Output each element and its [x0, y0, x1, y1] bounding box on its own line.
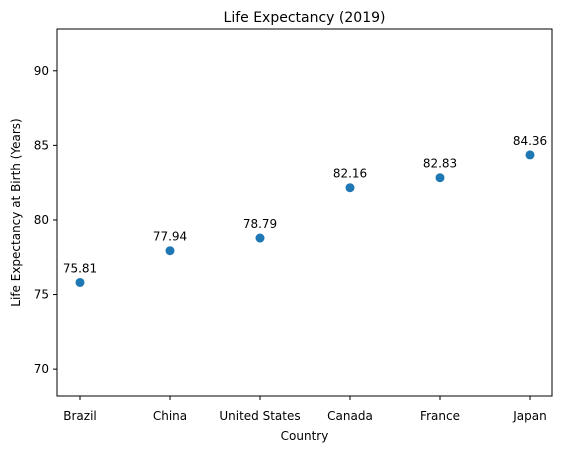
y-tick-label: 85	[34, 138, 49, 152]
axes-frame	[56, 28, 553, 397]
y-tick-label: 90	[34, 64, 49, 78]
y-tick-label: 70	[34, 362, 49, 376]
data-labels: 75.81 77.94 78.79 82.16 82.83 84.36	[63, 134, 547, 276]
y-tick-label: 75	[34, 288, 49, 302]
x-tick-label: Canada	[327, 409, 373, 423]
x-tick-label: China	[153, 409, 187, 423]
data-point	[165, 246, 175, 256]
chart-title: Life Expectancy (2019)	[224, 10, 386, 26]
data-point	[345, 183, 355, 193]
data-point	[255, 233, 265, 243]
data-label: 78.79	[243, 217, 277, 231]
data-label: 82.83	[423, 157, 457, 171]
data-label: 75.81	[63, 261, 97, 275]
y-tick-label: 80	[34, 213, 49, 227]
x-tick-label: Brazil	[63, 409, 97, 423]
x-axis-label: Country	[281, 429, 329, 443]
x-tick-label: France	[420, 409, 460, 423]
plot-area: 70 75 80 85 90 Brazil China United States Canad…	[34, 28, 553, 423]
data-point	[75, 277, 85, 287]
x-axis: Brazil China United States Canada France Japa…	[63, 396, 547, 423]
x-tick-label: United States	[219, 409, 300, 423]
y-axis: 70 75 80 85 90	[34, 64, 57, 376]
data-points	[75, 150, 535, 287]
data-point	[525, 150, 535, 160]
data-point	[435, 173, 445, 183]
data-label: 77.94	[153, 230, 187, 244]
y-axis-label: Life Expectancy at Birth (Years)	[9, 118, 23, 306]
x-tick-label: Japan	[512, 409, 546, 423]
data-label: 82.16	[333, 167, 367, 181]
data-label: 84.36	[513, 134, 547, 148]
